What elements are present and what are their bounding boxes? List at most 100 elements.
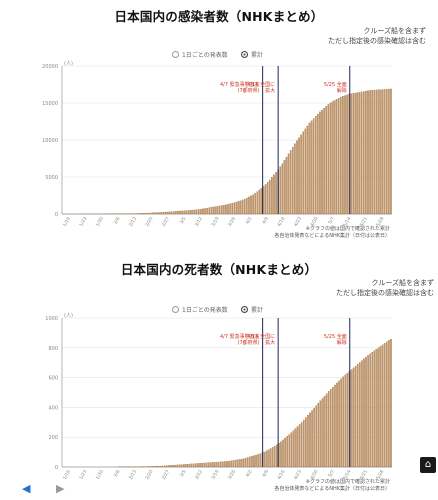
bar (195, 209, 198, 215)
note-line: ただし指定後の感染確認は含む (336, 288, 434, 297)
bar (252, 194, 254, 215)
bar (361, 360, 363, 468)
daily-toggle[interactable]: 1日ごとの発表数 (172, 305, 228, 314)
bar (197, 463, 199, 468)
bar (241, 199, 244, 215)
event-label: 5/25 全面 (324, 81, 347, 88)
chart-note: クルーズ船を含まず ただし指定後の感染確認は含む (328, 27, 426, 46)
bar (151, 466, 154, 468)
bar (315, 405, 318, 468)
bar (388, 340, 390, 468)
bar (271, 177, 273, 215)
bar (377, 89, 380, 215)
home-icon[interactable]: ⌂ (420, 457, 436, 473)
bar (204, 208, 206, 215)
x-tick-label: 2/20 (144, 469, 154, 481)
bar (383, 89, 386, 215)
bar (242, 458, 245, 468)
event-label: 解除 (337, 87, 347, 94)
bar (371, 352, 374, 468)
bar (176, 464, 178, 468)
daily-toggle[interactable]: 1日ごとの発表数 (172, 50, 228, 59)
x-tick-label: 3/12 (194, 469, 204, 481)
bar (178, 464, 181, 468)
infections-panel: 日本国内の感染者数（NHKまとめ） クルーズ船を含まず ただし指定後の感染確認は… (42, 9, 426, 239)
bar (352, 367, 355, 468)
bar (237, 201, 240, 215)
note-line: クルーズ船を含まず (363, 27, 426, 35)
bar (248, 196, 250, 215)
bar (153, 466, 156, 468)
bar (358, 92, 361, 215)
bar (177, 211, 179, 215)
bar (175, 211, 177, 215)
radio-on-icon[interactable] (241, 51, 248, 58)
bar (303, 419, 305, 468)
bar (312, 118, 315, 215)
bar (149, 212, 152, 215)
x-tick-label: 5/21 (359, 469, 369, 481)
bar (300, 422, 303, 468)
bar (283, 160, 286, 215)
bar (304, 128, 307, 215)
bar (267, 449, 270, 468)
bar (306, 125, 309, 215)
radio-on-icon[interactable] (241, 306, 248, 313)
bar (336, 382, 338, 468)
prev-arrow-icon[interactable]: ◀ (22, 482, 31, 495)
bar (332, 387, 334, 468)
bar (296, 426, 299, 468)
x-tick-label: 1/16 (62, 216, 72, 228)
bar (174, 464, 176, 468)
event-label: 拡大 (265, 87, 275, 94)
bar (356, 92, 359, 215)
bar (319, 400, 322, 468)
x-tick-label: 2/13 (128, 469, 138, 481)
bar (213, 462, 216, 468)
bar (335, 99, 338, 215)
bar (281, 163, 284, 215)
y-tick-label: 0 (55, 212, 58, 218)
x-tick-label: 3/26 (227, 216, 237, 228)
bar (323, 395, 326, 468)
bar (288, 434, 291, 468)
bar (375, 89, 378, 215)
bar (141, 213, 144, 215)
bar (184, 464, 187, 468)
radio-off-icon[interactable] (172, 306, 179, 313)
bar (273, 446, 276, 468)
bar (244, 457, 247, 468)
bar (284, 437, 286, 468)
bar (191, 209, 194, 215)
bar (170, 465, 172, 468)
bar (381, 344, 384, 468)
bar (325, 393, 328, 468)
unit-label: (人) (64, 313, 73, 319)
x-tick-label: 4/2 (245, 469, 254, 478)
bar (152, 212, 154, 215)
bar (275, 172, 277, 215)
bar (186, 464, 189, 468)
cumulative-toggle-label: 累計 (251, 307, 264, 314)
cumulative-toggle[interactable]: 累計 (241, 305, 263, 314)
bar (246, 457, 249, 468)
bar (381, 89, 384, 215)
bar (181, 210, 183, 215)
bar (231, 203, 233, 215)
bar (375, 349, 378, 468)
bar (367, 90, 369, 215)
bar (251, 456, 253, 468)
bar (199, 463, 201, 468)
bar (379, 89, 382, 215)
bar (147, 466, 149, 468)
next-arrow-icon[interactable]: ▶ (56, 482, 65, 495)
cumulative-toggle[interactable]: 累計 (241, 50, 263, 59)
event-label: 5/25 全面 (324, 333, 347, 340)
radio-off-icon[interactable] (172, 51, 179, 58)
bar (236, 459, 239, 468)
bar (188, 463, 191, 468)
bar (340, 378, 342, 468)
deaths-panel: 日本国内の死者数（NHKまとめ） クルーズ船を含まず ただし指定後の感染確認は含… (0, 255, 438, 492)
infections-chart: 0 5000 10000 15000 20000 (人) 1/16 1/23 1/30 2/6 2/… (42, 61, 392, 239)
x-tick-label: 4/2 (245, 216, 254, 225)
